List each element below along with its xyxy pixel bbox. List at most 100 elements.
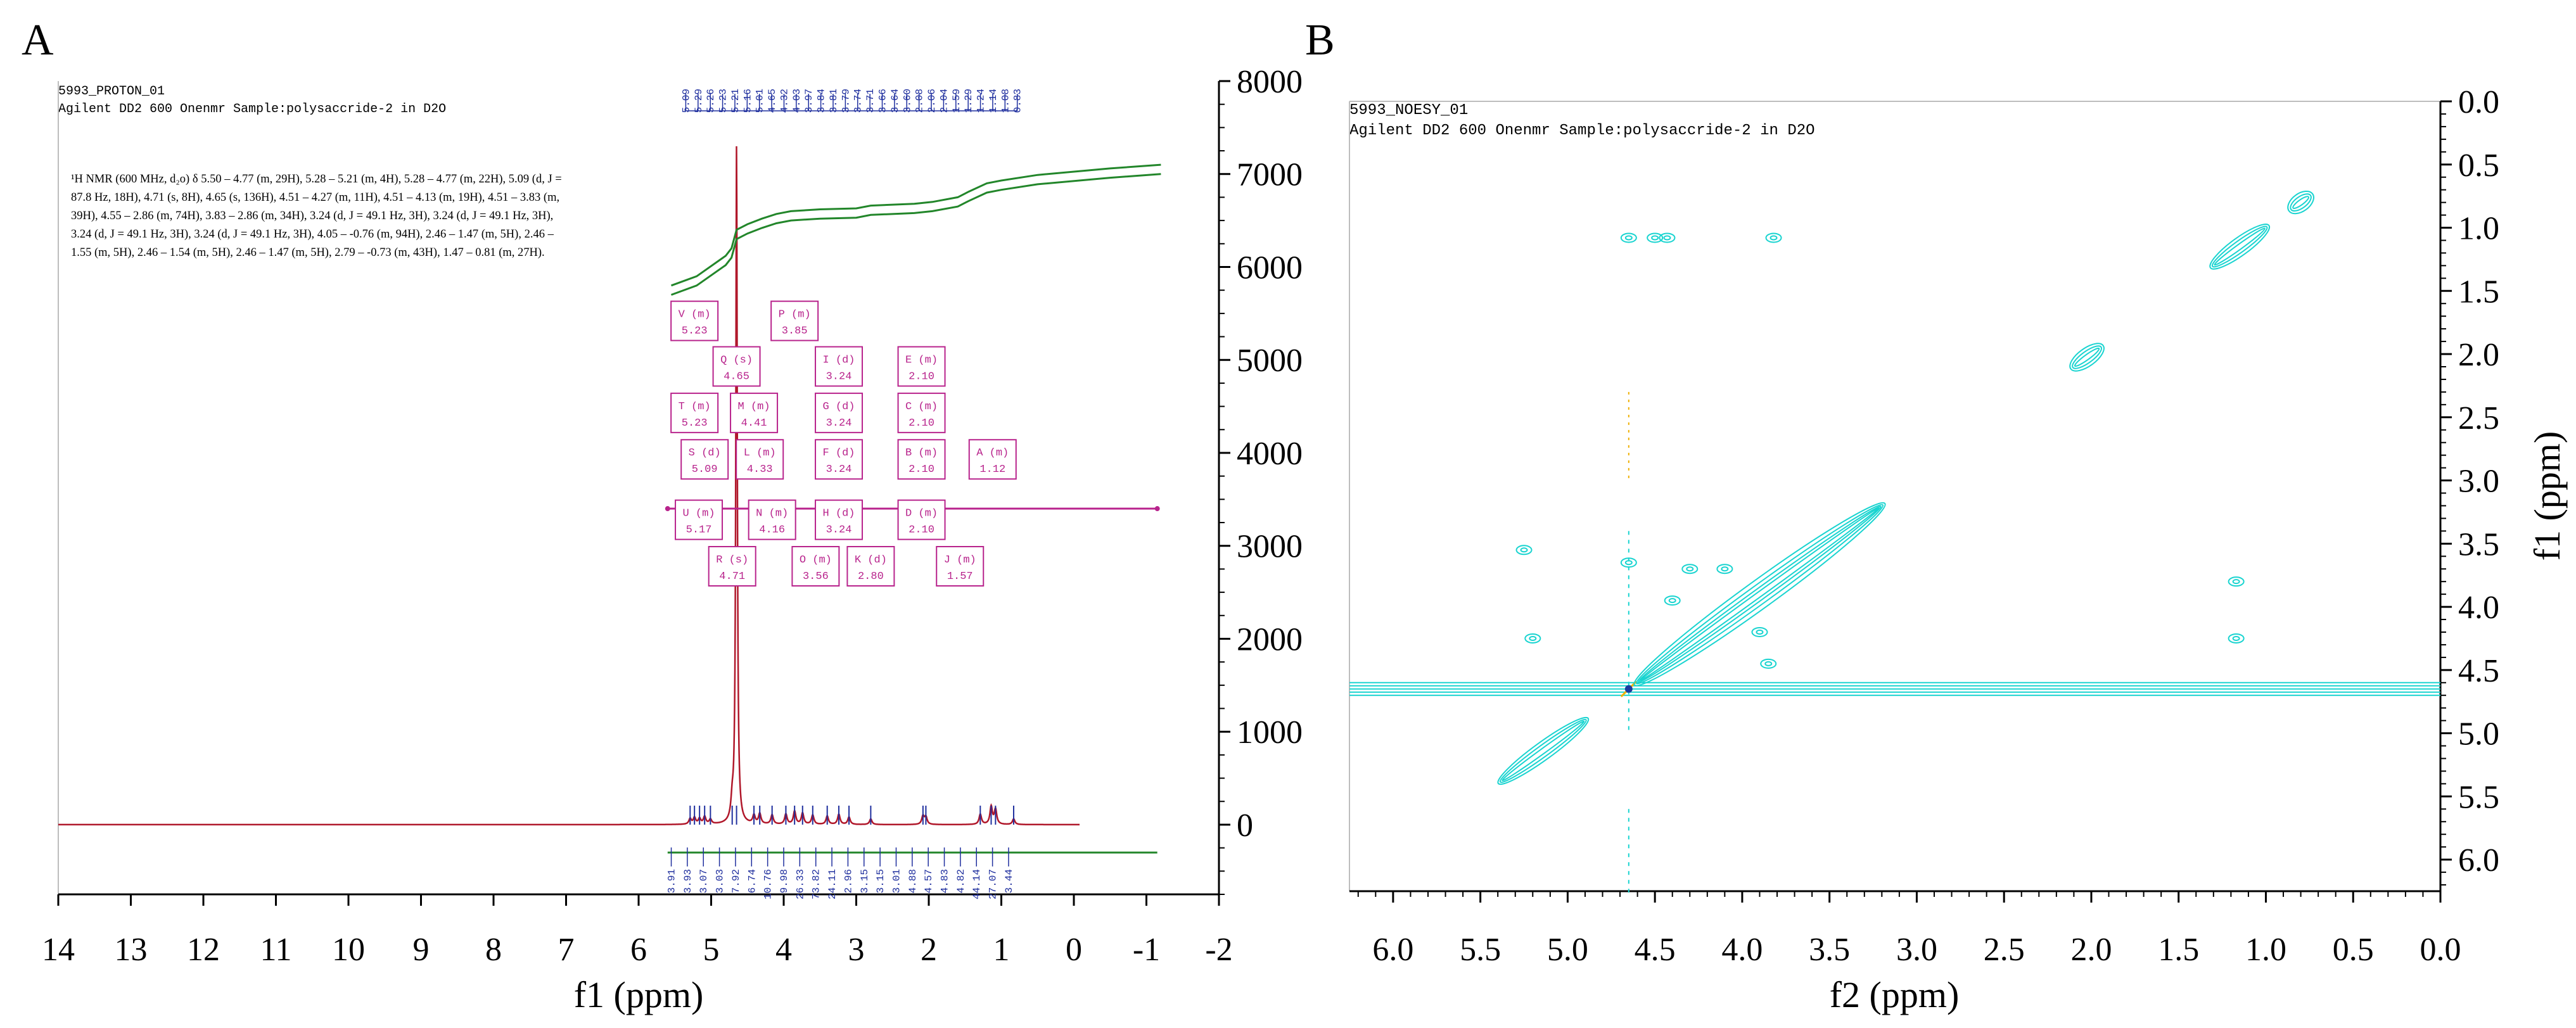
multiplet-box bbox=[897, 499, 946, 540]
multiplet-shift: 4.71 bbox=[719, 571, 745, 583]
x-tick-label: 1 bbox=[993, 932, 1010, 968]
multiplet-letter: F (d) bbox=[823, 447, 855, 459]
water-center bbox=[1624, 685, 1633, 693]
multiplet-box bbox=[770, 300, 819, 341]
panel-a-label: A bbox=[22, 16, 54, 65]
diagonal-peak bbox=[2209, 224, 2271, 270]
peak-label: 1.29 bbox=[963, 89, 974, 113]
multiplet-box bbox=[936, 545, 985, 587]
multiplet-box bbox=[736, 439, 784, 480]
integral-label: 6.74 bbox=[746, 869, 758, 893]
multiplet-box bbox=[712, 346, 761, 387]
y-tick-label: 2.5 bbox=[2458, 400, 2499, 436]
y-tick-label: 4.5 bbox=[2458, 653, 2499, 689]
y-tick-label: 3.0 bbox=[2458, 464, 2499, 500]
y-tick-label: 5.0 bbox=[2458, 716, 2499, 752]
contour-ring bbox=[1686, 566, 1694, 572]
multiplet-box bbox=[815, 499, 864, 540]
integral-label: 3.93 bbox=[682, 869, 694, 893]
multiplet-shift: 3.24 bbox=[826, 464, 852, 476]
peak-label: 3.97 bbox=[803, 89, 815, 113]
contour-ring bbox=[1499, 718, 1587, 784]
contour-ring bbox=[1681, 564, 1699, 574]
peak-label: 5.16 bbox=[742, 89, 753, 113]
x-tick-label: 6.0 bbox=[1372, 932, 1413, 968]
x-tick-label: -2 bbox=[1205, 932, 1232, 968]
x-tick-label: 0.5 bbox=[2333, 932, 2374, 968]
contour-ring bbox=[1664, 595, 1681, 606]
panel-a-title-line-2: Agilent DD2 600 Onenmr Sample:polysaccri… bbox=[58, 102, 446, 117]
y-tick-label: 4000 bbox=[1237, 436, 1303, 472]
contour-ring bbox=[1624, 235, 1633, 241]
x-tick-label: 6 bbox=[630, 932, 647, 968]
x-tick-label: 4.5 bbox=[1635, 932, 1676, 968]
contour-ring bbox=[1515, 545, 1533, 555]
multiplet-letter: U (m) bbox=[683, 508, 715, 520]
y-tick-label: 2000 bbox=[1237, 621, 1303, 657]
diagonal-peak bbox=[1497, 716, 1590, 785]
contour-ring bbox=[1620, 557, 1637, 568]
contour-ring bbox=[1638, 505, 1882, 683]
description-line-4: 3.24 (d, J = 49.1 Hz, 3H), 3.24 (d, J = … bbox=[71, 228, 554, 241]
x-tick-label: 11 bbox=[260, 932, 291, 968]
contour-ring bbox=[1502, 720, 1585, 782]
multiplet-letter: N (m) bbox=[756, 508, 788, 520]
multiplet-shift: 1.12 bbox=[979, 464, 1005, 476]
cross-peak bbox=[2228, 576, 2245, 587]
peak-label: 0.83 bbox=[1012, 89, 1024, 113]
integral-label: 10.76 bbox=[763, 869, 774, 899]
multiplet-letter: J (m) bbox=[944, 554, 976, 566]
y-tick-label: 0 bbox=[1237, 808, 1253, 844]
contour-ring bbox=[2228, 576, 2245, 587]
contour-ring bbox=[1760, 658, 1777, 669]
peak-label: 3.60 bbox=[902, 89, 913, 113]
cross-peak bbox=[2228, 633, 2245, 644]
multiplet-letter: B (m) bbox=[905, 447, 938, 459]
contour-ring bbox=[1620, 232, 1637, 243]
contour-ring bbox=[1716, 564, 1733, 574]
integral-label: 3.07 bbox=[698, 869, 710, 893]
integral-label: 7.92 bbox=[730, 869, 742, 893]
contour-ring bbox=[1764, 661, 1773, 666]
peak-label: 5.29 bbox=[693, 89, 705, 113]
contour-ring bbox=[2287, 190, 2314, 215]
x-tick-label: 8 bbox=[485, 932, 502, 968]
peak-label: 1.08 bbox=[1000, 89, 1011, 113]
multiplet-box bbox=[670, 392, 719, 433]
cross-peak bbox=[1647, 232, 1664, 243]
panel-a-plot-area: 14 13 12 11 10 9 8 7 6 5 4 3 2 1 0 -1 -20100020003000400… bbox=[42, 64, 1303, 968]
peak-label: 1.24 bbox=[976, 89, 987, 113]
x-tick-label: 4 bbox=[775, 932, 792, 968]
integral-label: 4.88 bbox=[907, 869, 919, 893]
multiplet-shift: 5.09 bbox=[692, 464, 718, 476]
multiplet-box bbox=[670, 300, 719, 341]
multiplet-shift: 3.24 bbox=[826, 371, 852, 383]
x-tick-label: 0 bbox=[1066, 932, 1082, 968]
contour-ring bbox=[2228, 633, 2245, 644]
peak-label: 4.03 bbox=[791, 89, 803, 113]
peak-label: 3.71 bbox=[865, 89, 876, 113]
y-tick-label: 0.0 bbox=[2458, 84, 2499, 120]
multiplet-box bbox=[791, 545, 840, 587]
contour-ring bbox=[1765, 232, 1782, 243]
panel-b-title-line-2: Agilent DD2 600 Onenmr Sample:polysaccri… bbox=[1349, 122, 1815, 139]
multiplet-letter: E (m) bbox=[905, 355, 938, 367]
description-line-2: 87.8 Hz, 18H), 4.71 (s, 8H), 4.65 (s, 13… bbox=[71, 191, 559, 204]
contour-ring bbox=[1668, 598, 1676, 604]
contour-ring bbox=[2072, 345, 2102, 369]
cross-peak bbox=[1524, 633, 1541, 644]
x-tick-label: 0.0 bbox=[2420, 932, 2461, 968]
contour-ring bbox=[2074, 347, 2100, 367]
multiplet-shift: 5.17 bbox=[686, 524, 712, 536]
description-line-3: 39H), 4.55 – 2.86 (m, 74H), 3.83 – 2.86 … bbox=[71, 210, 553, 222]
x-tick-label: 1.5 bbox=[2158, 932, 2199, 968]
multiplet-shift: 4.41 bbox=[741, 417, 767, 429]
y-tick-label: 5000 bbox=[1237, 343, 1303, 379]
y-tick-label: 4.0 bbox=[2458, 590, 2499, 626]
panel-b-title-line-1: 5993_NOESY_01 bbox=[1349, 102, 1468, 119]
contour-ring bbox=[2214, 227, 2266, 266]
peak-label: 5.01 bbox=[755, 89, 766, 113]
contour-ring bbox=[2209, 224, 2271, 270]
multiplet-box bbox=[730, 392, 779, 433]
